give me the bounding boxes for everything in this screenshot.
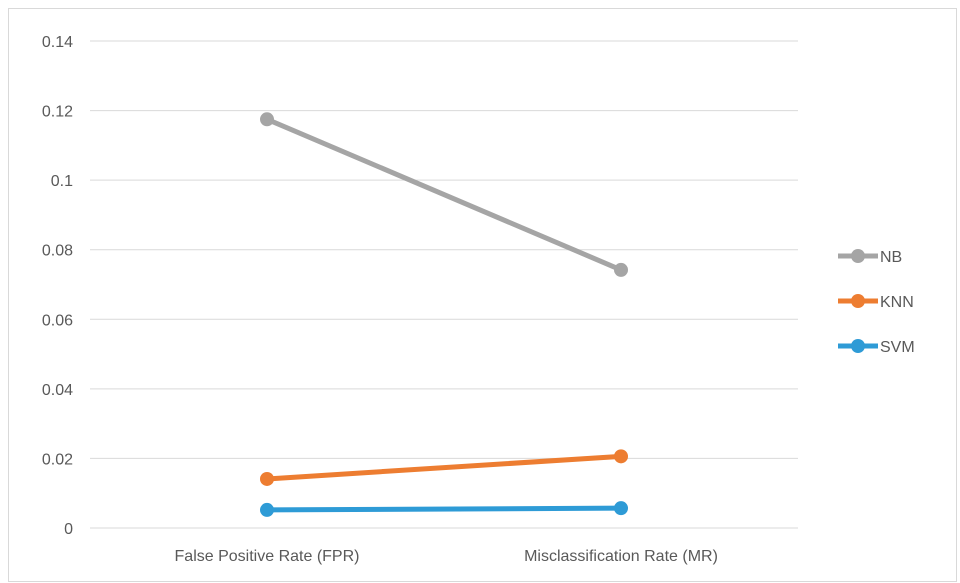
series-line	[264, 116, 624, 273]
series-svm	[260, 501, 628, 517]
x-tick-label: False Positive Rate (FPR)	[175, 548, 360, 565]
y-tick-label: 0.12	[42, 104, 73, 121]
legend-swatch-marker	[851, 339, 865, 353]
chart-frame	[8, 8, 957, 582]
series-knn	[260, 449, 628, 486]
y-tick-label: 0	[64, 521, 73, 538]
y-tick-label: 0.02	[42, 451, 73, 468]
data-point	[260, 112, 274, 127]
series-lines	[260, 112, 628, 517]
y-tick-label: 0.14	[42, 34, 73, 51]
legend-label: NB	[880, 249, 902, 266]
y-tick-label: 0.1	[51, 173, 73, 190]
x-axis-tick-labels: False Positive Rate (FPR) Misclassificati…	[175, 548, 718, 565]
legend-label: SVM	[880, 339, 915, 356]
legend-swatch-marker	[851, 249, 865, 263]
y-tick-label: 0.04	[42, 382, 73, 399]
data-point	[260, 471, 274, 486]
y-axis-tick-labels: 0 0.02 0.04 0.06 0.08 0.1 0.12 0.14	[42, 34, 73, 538]
gridlines	[90, 40, 798, 529]
data-point	[260, 502, 274, 517]
legend: NB KNN SVM	[838, 249, 915, 356]
series-line	[264, 505, 624, 513]
legend-item: SVM	[838, 339, 915, 356]
data-point	[614, 449, 628, 464]
x-tick-label: Misclassification Rate (MR)	[524, 548, 718, 565]
legend-label: KNN	[880, 294, 914, 311]
legend-item: KNN	[838, 294, 914, 311]
y-tick-label: 0.06	[42, 312, 73, 329]
y-tick-label: 0.08	[42, 243, 73, 260]
series-line	[264, 453, 624, 482]
legend-item: NB	[838, 249, 902, 266]
data-point	[614, 501, 628, 516]
series-nb	[260, 112, 628, 277]
legend-swatch-marker	[851, 294, 865, 308]
data-point	[614, 262, 628, 277]
